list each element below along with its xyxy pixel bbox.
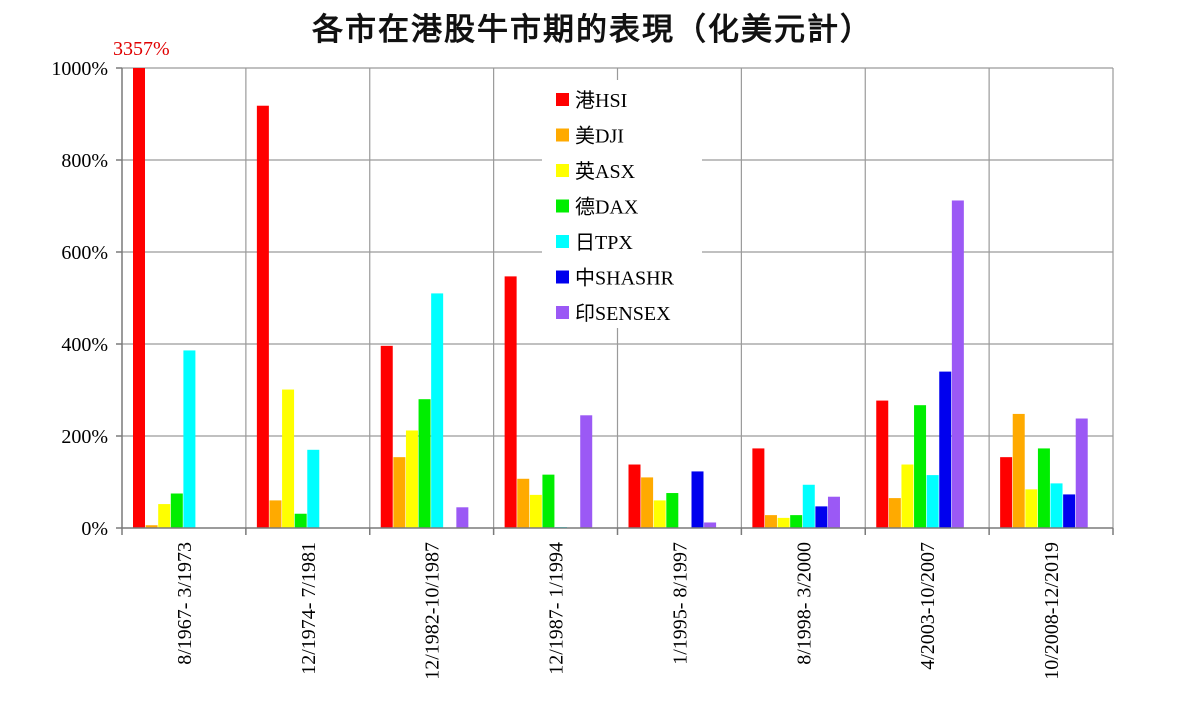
bar (1075, 418, 1088, 528)
bar (393, 457, 406, 528)
y-tick-label: 400% (61, 334, 108, 356)
x-axis-categories: 8/1967- 3/1973 12/1974- 7/1981 12/1982-10/… (174, 542, 1063, 680)
y-tick-label: 0% (81, 518, 108, 540)
axes (116, 67, 1114, 535)
bar (380, 345, 393, 528)
bar (704, 522, 717, 528)
bar (294, 513, 307, 528)
y-tick-label: 1000% (51, 58, 108, 80)
bar (802, 484, 815, 528)
x-category-label: 12/1982-10/1987 (422, 542, 444, 680)
bar (529, 494, 542, 528)
bar (827, 496, 840, 528)
x-category-label: 1/1995- 8/1997 (669, 542, 691, 665)
bar (777, 517, 790, 528)
bar (815, 506, 828, 528)
legend-swatch (556, 164, 569, 177)
legend-label: 德DAX (575, 196, 639, 219)
legend: 港HSI 美DJI 英ASX 德DAX 日TPX 中SHASHR 印SENSEX (542, 80, 702, 328)
legend-swatch (556, 199, 569, 213)
bar (405, 430, 418, 528)
x-category-label: 4/2003-10/2007 (917, 542, 939, 670)
bar (504, 276, 517, 528)
legend-swatch (556, 93, 569, 106)
bar (158, 504, 171, 528)
bar (752, 448, 765, 528)
bar (764, 515, 777, 528)
bar (1012, 413, 1025, 528)
bar (901, 464, 914, 528)
bars (133, 68, 1088, 529)
bar (1050, 483, 1063, 528)
chart-title: 各市在港股牛市期的表現（化美元計） (312, 12, 873, 48)
legend-label: 印SENSEX (575, 302, 671, 325)
legend-label: 美DJI (575, 125, 624, 148)
legend-label: 日TPX (575, 232, 633, 254)
legend-label: 英ASX (575, 160, 636, 183)
legend-swatch (556, 128, 569, 142)
bar (183, 350, 196, 528)
bar (145, 525, 158, 528)
bar (542, 474, 555, 528)
x-category-label: 12/1974- 7/1981 (298, 542, 320, 675)
bar (888, 498, 901, 528)
bar (1037, 448, 1050, 528)
bar (1063, 494, 1076, 528)
bar (876, 400, 889, 528)
bar (691, 471, 704, 528)
y-axis-ticks: 0% 200% 400% 600% 800% 1000% (51, 58, 108, 540)
bar (517, 478, 530, 528)
bar (418, 399, 431, 528)
legend-label: 中SHASHR (575, 267, 675, 290)
bar (914, 405, 927, 528)
x-category-label: 12/1987- 1/1994 (546, 542, 568, 675)
legend-swatch (556, 235, 569, 248)
bar (641, 477, 654, 528)
bar (951, 200, 964, 529)
x-category-label: 8/1998- 3/2000 (793, 542, 815, 665)
bar (628, 464, 641, 528)
bar (307, 449, 320, 528)
bar (790, 515, 803, 528)
bar (282, 389, 295, 528)
bar (939, 371, 952, 528)
bar (926, 475, 939, 528)
bar (580, 415, 593, 528)
y-tick-label: 200% (61, 426, 108, 448)
bar (170, 493, 183, 528)
bar (133, 68, 145, 528)
bar (431, 293, 444, 528)
bar (456, 507, 469, 528)
legend-swatch (556, 270, 569, 284)
x-category-label: 8/1967- 3/1973 (174, 542, 196, 665)
y-tick-label: 600% (61, 242, 108, 264)
legend-swatch (556, 306, 569, 319)
bar (666, 493, 679, 528)
bar (1025, 489, 1038, 528)
y-tick-label: 800% (61, 150, 108, 172)
bar (653, 500, 666, 528)
x-category-label: 10/2008-12/2019 (1041, 542, 1063, 680)
bar (256, 105, 269, 528)
annotations: 3357% (113, 38, 170, 60)
bar-value-annotation: 3357% (113, 38, 170, 60)
bar (1000, 457, 1013, 528)
legend-label: 港HSI (575, 89, 627, 112)
bar (269, 500, 282, 528)
